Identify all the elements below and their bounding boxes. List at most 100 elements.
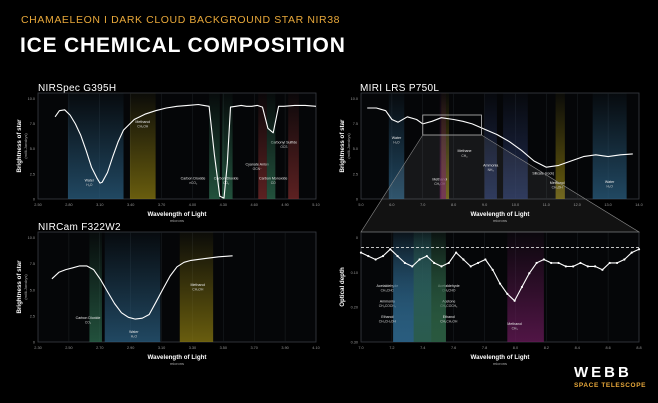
x-tick-label: 8.2 [544,346,549,350]
absorption-band [439,93,446,199]
data-point [403,261,406,265]
nirspec-title: NIRSpec G395H [38,83,117,94]
y-axis-label: Brightness of star [16,260,23,314]
x-axis-label: Wavelength of Light [148,211,207,218]
band-formula: CO₂ [85,321,92,325]
x-tick-label: 7.0 [358,346,363,350]
band-formula: CH₃CH₂OH [440,320,458,324]
data-point [572,265,575,268]
band-formula: CO [271,181,276,185]
x-tick-label: 7.6 [451,346,456,350]
band-label: Ethanol [443,315,455,319]
band-label: Water [605,180,615,184]
band-formula: OCS [280,145,288,149]
x-tick-label: 8.0 [513,346,518,350]
data-point [623,258,626,261]
band-label: Acetaldehyde [376,284,398,288]
data-point [506,292,509,295]
x-axis-unit: microns [170,218,184,223]
absorption-band [209,93,220,199]
data-point [476,261,480,265]
x-tick-label: 7.0 [420,203,425,207]
webb-logo: WEBB SPACE TELESCOPE [574,365,646,389]
zoom-connector [360,134,641,233]
band-formula: CO₂ [223,181,230,185]
plot-frame [37,231,317,343]
x-tick-label: 3.70 [251,346,258,350]
band-formula: CH₃CHO [442,289,456,293]
x-tick-label: 14.0 [635,203,642,207]
absorption-band [592,93,627,199]
data-point [389,248,392,251]
absorption-band [89,232,102,342]
data-point [455,251,458,254]
band-label: Ammonia [483,163,498,167]
absorption-band [129,93,156,199]
data-point [411,265,414,268]
x-axis-unit: microns [170,361,184,366]
x-tick-label: 4.00 [189,203,196,207]
x-tick-label: 2.50 [34,203,41,207]
y-tick-label: 0 [356,236,358,240]
band-label: Methanol [135,120,150,124]
band-label: Cyanate Anion [245,162,268,166]
data-point [586,265,589,268]
band-label: Methanol [190,283,205,287]
data-point [630,251,633,254]
y-tick-label: 0 [356,198,358,202]
band-formula: CH₃CHO [381,289,395,293]
data-point [564,265,567,268]
data-point [359,251,363,254]
data-point [608,261,611,265]
data-point [484,258,487,261]
spectrum-line [51,255,233,320]
band-formula: CH₃ [512,326,519,330]
x-tick-label: 8.6 [605,346,610,350]
x-tick-label: 4.30 [220,203,227,207]
spectrum-line [54,103,317,199]
absorption-band [507,232,544,342]
y-tick-label: 7.5 [30,262,35,266]
data-point [498,282,502,285]
absorption-band [288,93,299,199]
x-tick-label: 11.0 [543,203,550,207]
absorption-band [179,232,214,342]
x-tick-label: 13.0 [604,203,611,207]
y-tick-label: 0.20 [351,306,358,310]
data-point [615,261,619,265]
x-axis-label: Wavelength of Light [471,211,530,218]
x-tick-label: 3.30 [189,346,196,350]
x-tick-label: 8.8 [636,346,641,350]
y-axis-unit: (milli-Janskys) [346,133,351,159]
y-axis-label: Optical depth [339,267,346,307]
data-point [440,265,443,268]
x-axis-label: Wavelength of Light [148,354,207,361]
x-axis-unit: microns [493,361,507,366]
band-formula: H₂O [607,185,614,189]
absorption-band [484,93,497,199]
x-tick-label: 7.4 [420,346,425,350]
band-label: Carbon Monoxide [259,177,287,181]
x-tick-label: 2.50 [65,346,72,350]
y-tick-label: 2.5 [30,172,35,176]
y-tick-label: 10.0 [28,97,35,101]
band-label: Methane [457,149,471,153]
data-point [579,261,582,265]
x-tick-label: 8.4 [575,346,580,350]
page-title: ICE CHEMICAL COMPOSITION [20,34,346,57]
data-point [491,268,494,271]
data-point [418,258,421,261]
band-label: Ammonia [380,299,395,303]
x-tick-label: 2.70 [96,346,103,350]
absorption-band [221,93,233,199]
y-tick-label: 10.0 [351,97,358,101]
band-label: Acetaldehyde [438,284,460,288]
x-axis-label: Wavelength of Light [471,354,530,361]
y-tick-label: 10.0 [28,236,35,240]
band-formula: CH₃OH [192,288,204,292]
band-label: Water [85,178,95,182]
x-tick-label: 3.10 [96,203,103,207]
data-point [520,285,524,289]
nircam-title: NIRCam F322W2 [38,222,121,233]
absorption-band [104,232,161,342]
